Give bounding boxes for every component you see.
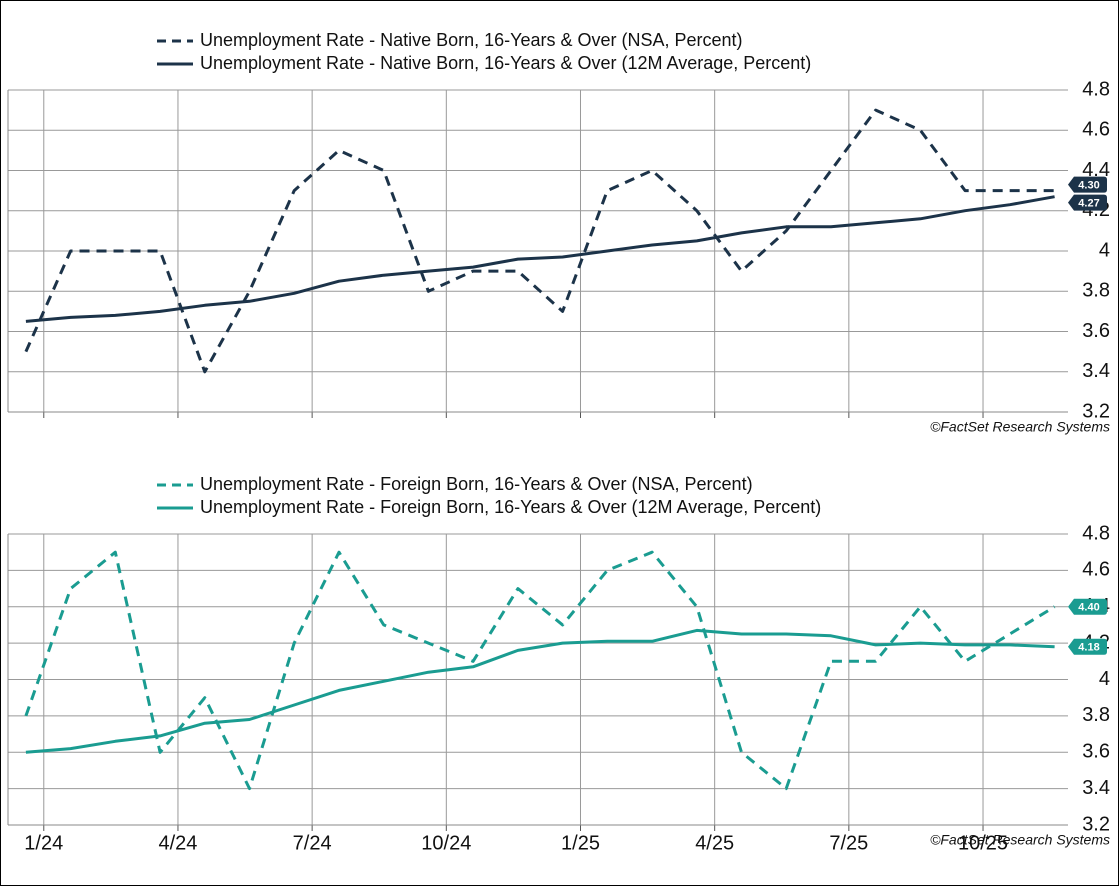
x-tick-label: 4/24 <box>158 832 197 854</box>
y-tick-label: 3.6 <box>1082 741 1110 763</box>
y-tick-label: 4.8 <box>1082 522 1110 544</box>
source-note: ©FactSet Research Systems <box>930 832 1110 848</box>
legend-label: Unemployment Rate - Native Born, 16-Year… <box>200 53 811 73</box>
y-tick-label: 3.4 <box>1082 360 1110 382</box>
value-label: 4.30 <box>1078 180 1099 192</box>
x-tick-label: 10/25 <box>958 832 1008 854</box>
x-tick-label: 4/25 <box>695 832 734 854</box>
series-line <box>25 195 1055 323</box>
value-tag <box>1068 598 1107 615</box>
value-tag <box>1068 176 1107 193</box>
x-tick-label: 1/24 <box>24 832 63 854</box>
series-line <box>24 108 1055 374</box>
y-tick-label: 4 <box>1099 668 1110 690</box>
y-tick-label: 3.8 <box>1082 704 1110 726</box>
y-tick-label: 3.4 <box>1082 777 1110 799</box>
y-tick-label: 3.6 <box>1082 320 1110 342</box>
value-label: 4.27 <box>1078 198 1099 210</box>
legend-label: Unemployment Rate - Foreign Born, 16-Yea… <box>200 497 821 517</box>
value-label: 4.40 <box>1078 602 1099 614</box>
y-tick-label: 4.6 <box>1082 559 1110 581</box>
source-note: ©FactSet Research Systems <box>930 419 1110 435</box>
y-tick-label: 4.4 <box>1082 159 1110 181</box>
series-line <box>25 628 1055 754</box>
x-tick-label: 1/25 <box>561 832 600 854</box>
y-tick-label: 3.2 <box>1082 400 1110 422</box>
value-label: 4.18 <box>1078 642 1099 654</box>
x-tick-label: 7/25 <box>829 832 868 854</box>
legend-label: Unemployment Rate - Foreign Born, 16-Yea… <box>200 474 753 494</box>
y-tick-label: 4 <box>1099 239 1110 261</box>
x-tick-label: 10/24 <box>421 832 471 854</box>
series-line <box>24 550 1056 791</box>
value-tag <box>1068 194 1107 211</box>
x-tick-label: 7/24 <box>293 832 332 854</box>
y-tick-label: 3.8 <box>1082 280 1110 302</box>
value-tag <box>1068 638 1107 655</box>
y-tick-label: 4.8 <box>1082 78 1110 100</box>
legend-label: Unemployment Rate - Native Born, 16-Year… <box>200 30 743 50</box>
y-tick-label: 4.6 <box>1082 119 1110 141</box>
y-tick-label: 3.2 <box>1082 813 1110 835</box>
